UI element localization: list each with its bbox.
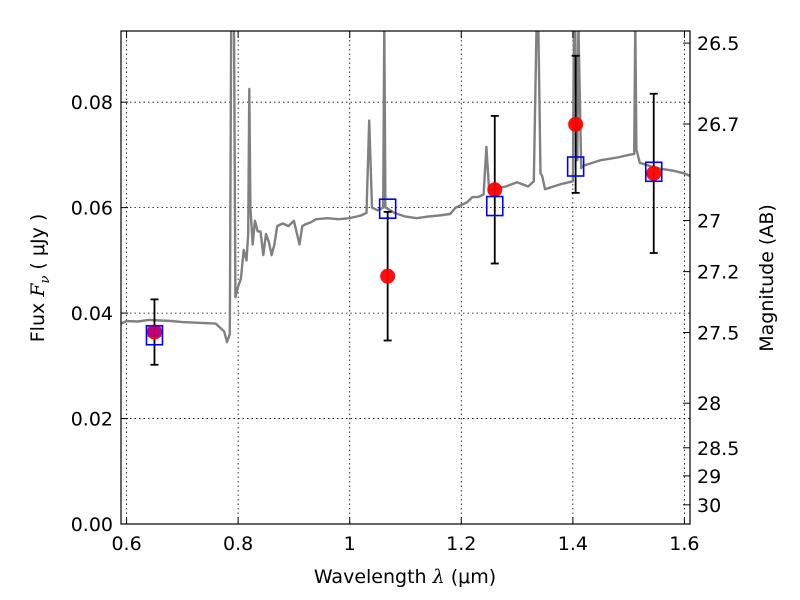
y-axis-title: Flux Fν ( μJy )	[27, 214, 53, 343]
model-photometry-square	[644, 161, 663, 183]
x-tick-label: 1.2	[446, 533, 476, 555]
y2-tick-label: 28.5	[697, 438, 739, 460]
observed-point	[487, 182, 503, 198]
y-axis-subscript: ν	[38, 276, 53, 284]
observed-point	[380, 268, 396, 284]
plot-frame	[120, 30, 691, 525]
model-photometry-square	[485, 195, 504, 217]
y-axis-symbol: F	[27, 283, 49, 298]
ticks-layer: 0.6 0.8 1 1.2 1.4 1.6 0.00 0.02 0.04 0.06 0.08 26.5…	[71, 31, 739, 555]
model-photometry-square	[378, 198, 397, 219]
y-tick-label: 0.00	[71, 514, 113, 536]
y2-tick-label: 27.5	[697, 323, 739, 345]
x-axis-unit: (μm)	[451, 566, 496, 588]
y2-tick-label: 26.5	[697, 33, 739, 55]
y2-tick-label: 30	[697, 495, 721, 517]
x-tick-label: 0.8	[223, 533, 253, 555]
spectrum-line	[121, 31, 690, 344]
y-tick-label: 0.08	[71, 92, 113, 114]
overlap-highlight	[147, 325, 162, 338]
x-axis-label: Wavelength	[314, 566, 427, 588]
spectrum-layer	[121, 31, 690, 344]
y2-tick-label: 27	[697, 211, 721, 233]
y-tick-label: 0.06	[71, 198, 113, 220]
y2-axis-title: Magnitude (AB)	[756, 204, 778, 352]
plot-area	[121, 31, 690, 524]
model-photometry-square	[566, 156, 585, 177]
observed-point	[646, 165, 662, 181]
y-tick-label: 0.02	[71, 409, 113, 431]
observed-point	[568, 116, 584, 132]
x-tick-label: 0.6	[111, 533, 141, 555]
x-tick-label: 1.6	[669, 533, 699, 555]
y-axis-label: Flux	[27, 303, 49, 343]
x-tick-label: 1.4	[558, 533, 588, 555]
y2-tick-label: 27.2	[697, 262, 739, 284]
x-axis-title: Wavelength λ (μm)	[314, 566, 496, 588]
x-axis-symbol: λ	[432, 566, 445, 588]
y2-tick-label: 29	[697, 466, 721, 488]
y2-tick-label: 28	[697, 393, 721, 415]
y2-tick-label: 26.7	[697, 114, 739, 136]
x-tick-label: 1	[344, 533, 356, 555]
y-tick-label: 0.04	[71, 303, 113, 325]
squares-layer	[145, 156, 663, 346]
y-axis-unit: ( μJy )	[27, 214, 49, 270]
